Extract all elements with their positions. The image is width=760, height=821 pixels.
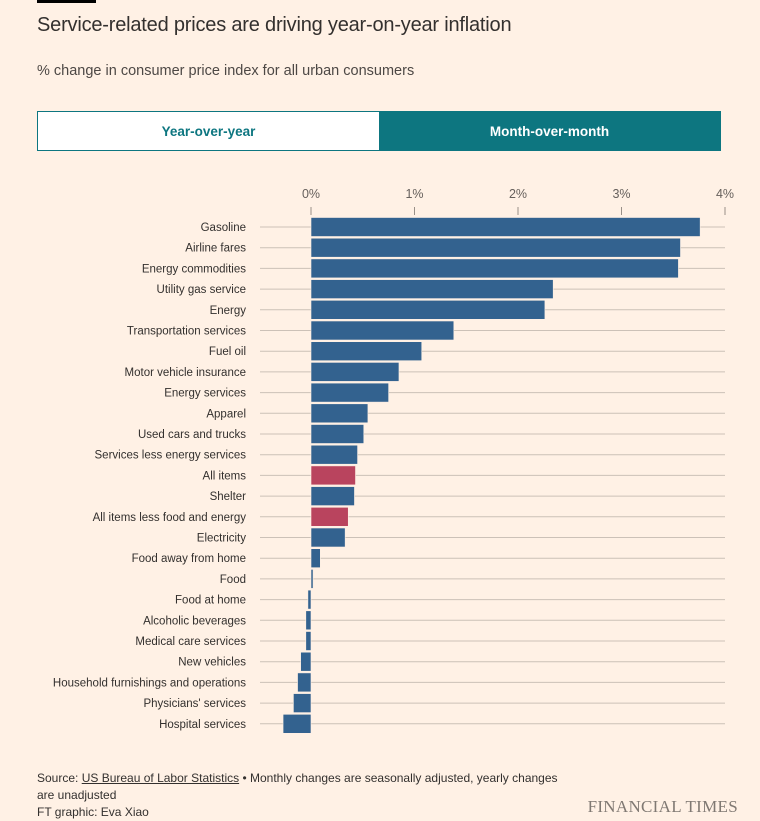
bar [310, 279, 554, 299]
category-label: All items less food and energy [93, 512, 247, 524]
bar [310, 403, 369, 424]
bar [305, 610, 312, 631]
x-tick-label: 0% [302, 187, 320, 201]
category-label: Energy [210, 305, 247, 317]
bar [310, 486, 355, 506]
chart-title: Service-related prices are driving year-… [37, 14, 512, 36]
category-label: Fuel oil [209, 346, 246, 358]
category-label: Apparel [206, 408, 246, 420]
bar [310, 299, 546, 320]
category-label: Physicians' services [143, 698, 246, 710]
category-label: All items [203, 470, 247, 482]
bar [300, 651, 312, 672]
category-label: Food at home [175, 595, 246, 607]
bar [297, 672, 312, 693]
footer-note: • Monthly changes are seasonally adjuste… [37, 771, 558, 802]
bar [305, 631, 312, 651]
chart-subtitle: % change in consumer price index for all… [37, 63, 415, 79]
category-label: Energy commodities [142, 263, 246, 275]
category-label: Alcoholic beverages [143, 615, 246, 627]
category-label: Airline fares [185, 243, 246, 255]
category-label: Household furnishings and operations [53, 677, 246, 689]
x-tick-label: 2% [509, 187, 527, 201]
bar [310, 506, 349, 527]
bar [310, 444, 358, 465]
ft-top-bar [37, 0, 96, 3]
source-link[interactable]: US Bureau of Labor Statistics [81, 771, 240, 785]
category-label: Food away from home [132, 553, 246, 565]
category-label: Hospital services [159, 719, 246, 731]
bar [310, 527, 346, 548]
bar [293, 693, 312, 713]
category-label: Food [220, 574, 246, 586]
bar [310, 362, 400, 382]
bar [310, 382, 389, 403]
category-label: Energy services [164, 388, 246, 400]
category-label: New vehicles [178, 657, 246, 669]
bar [310, 217, 701, 237]
bar [310, 258, 679, 279]
category-label: Transportation services [127, 326, 246, 338]
category-label: Utility gas service [157, 284, 246, 296]
x-tick-label: 4% [716, 187, 734, 201]
category-label: Services less energy services [95, 450, 247, 462]
category-label: Shelter [210, 491, 247, 503]
category-label: Electricity [197, 533, 246, 545]
bar [307, 589, 312, 610]
period-toggle: Year-over-year Month-over-month [37, 111, 721, 151]
bar [282, 713, 312, 734]
bar [310, 424, 365, 444]
bar [310, 569, 314, 589]
tab-year-over-year[interactable]: Year-over-year [38, 112, 379, 150]
category-label: Used cars and trucks [138, 429, 246, 441]
bar [310, 320, 455, 341]
source-label: Source: [37, 771, 82, 785]
graphic-credit: FT graphic: Eva Xiao [37, 805, 149, 819]
bar-chart: 0% 1% 2% 3% 4% Gasoline Airline fares Energy co… [53, 187, 734, 734]
bar [310, 237, 681, 258]
ft-logo: FINANCIAL TIMES [587, 797, 738, 816]
bar [310, 341, 423, 362]
category-label: Gasoline [201, 222, 246, 234]
tab-month-over-month[interactable]: Month-over-month [379, 112, 720, 150]
x-tick-label: 1% [405, 187, 423, 201]
bar [310, 548, 321, 569]
category-label: Medical care services [135, 636, 246, 648]
category-label: Motor vehicle insurance [125, 367, 246, 379]
x-tick-label: 3% [612, 187, 630, 201]
bar [310, 465, 356, 486]
footer: Source: US Bureau of Labor Statistics • … [37, 770, 577, 821]
